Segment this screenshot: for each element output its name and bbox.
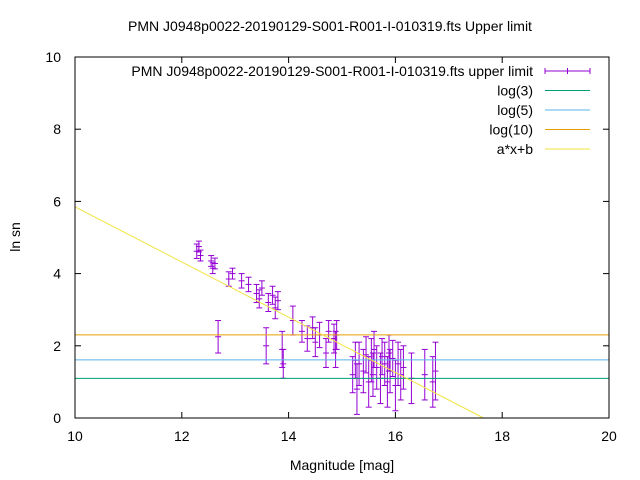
- y-tick-label: 6: [53, 193, 61, 209]
- series-points: [193, 240, 439, 415]
- data-point: [325, 320, 332, 343]
- y-tick-label: 2: [53, 338, 61, 354]
- data-point: [211, 257, 218, 270]
- data-point: [280, 348, 287, 379]
- data-point: [263, 327, 270, 365]
- x-tick-label: 18: [494, 428, 510, 444]
- data-point: [245, 276, 252, 293]
- data-point: [429, 356, 436, 408]
- data-point: [229, 267, 236, 280]
- series-line: [74, 206, 484, 419]
- x-tick-label: 10: [67, 428, 83, 444]
- data-point: [265, 292, 272, 313]
- data-point: [274, 291, 281, 311]
- data-point: [253, 283, 260, 303]
- axis-layer: 10 12 14 16 18 20 0 2 4 6 8 10: [45, 49, 617, 444]
- data-point: [389, 339, 396, 377]
- y-tick-label: 4: [53, 266, 61, 282]
- data-point: [379, 338, 386, 376]
- x-tick-label: 20: [601, 428, 617, 444]
- data-point: [304, 325, 311, 352]
- y-tick-label: 0: [53, 410, 61, 426]
- data-point: [381, 341, 388, 387]
- data-point: [197, 249, 204, 262]
- plot-frame: [74, 56, 610, 419]
- x-axis-label: Magnitude [mag]: [290, 457, 394, 473]
- data-point: [384, 356, 391, 408]
- legend-label: log(5): [497, 102, 533, 118]
- data-point: [349, 356, 356, 394]
- data-point: [269, 285, 276, 305]
- data-point: [360, 348, 367, 394]
- legend-label: log(3): [497, 83, 533, 99]
- data-point: [363, 336, 370, 374]
- data-point: [432, 341, 439, 401]
- legend: PMN J0948p0022-20190129-S001-R001-I-0103…: [131, 63, 591, 157]
- data-point: [258, 280, 265, 296]
- data-point: [312, 327, 319, 358]
- data-point: [322, 338, 329, 368]
- y-tick-label: 10: [45, 49, 61, 65]
- chart-title: PMN J0948p0022-20190129-S001-R001-I-0103…: [128, 18, 532, 34]
- x-tick-label: 16: [388, 428, 404, 444]
- data-point: [395, 341, 402, 387]
- y-tick-label: 8: [53, 121, 61, 137]
- x-tick-label: 12: [174, 428, 190, 444]
- legend-label: PMN J0948p0022-20190129-S001-R001-I-0103…: [131, 63, 533, 79]
- data-point: [400, 345, 407, 390]
- legend-label: a*x+b: [497, 141, 533, 157]
- data-point: [373, 345, 380, 390]
- data-point: [421, 348, 428, 401]
- x-tick-label: 14: [281, 428, 297, 444]
- series-layer: [74, 206, 609, 419]
- y-axis-label: ln sn: [7, 222, 23, 252]
- data-point: [215, 320, 222, 354]
- data-point: [238, 273, 245, 289]
- legend-label: log(10): [489, 122, 533, 138]
- data-point: [256, 289, 263, 309]
